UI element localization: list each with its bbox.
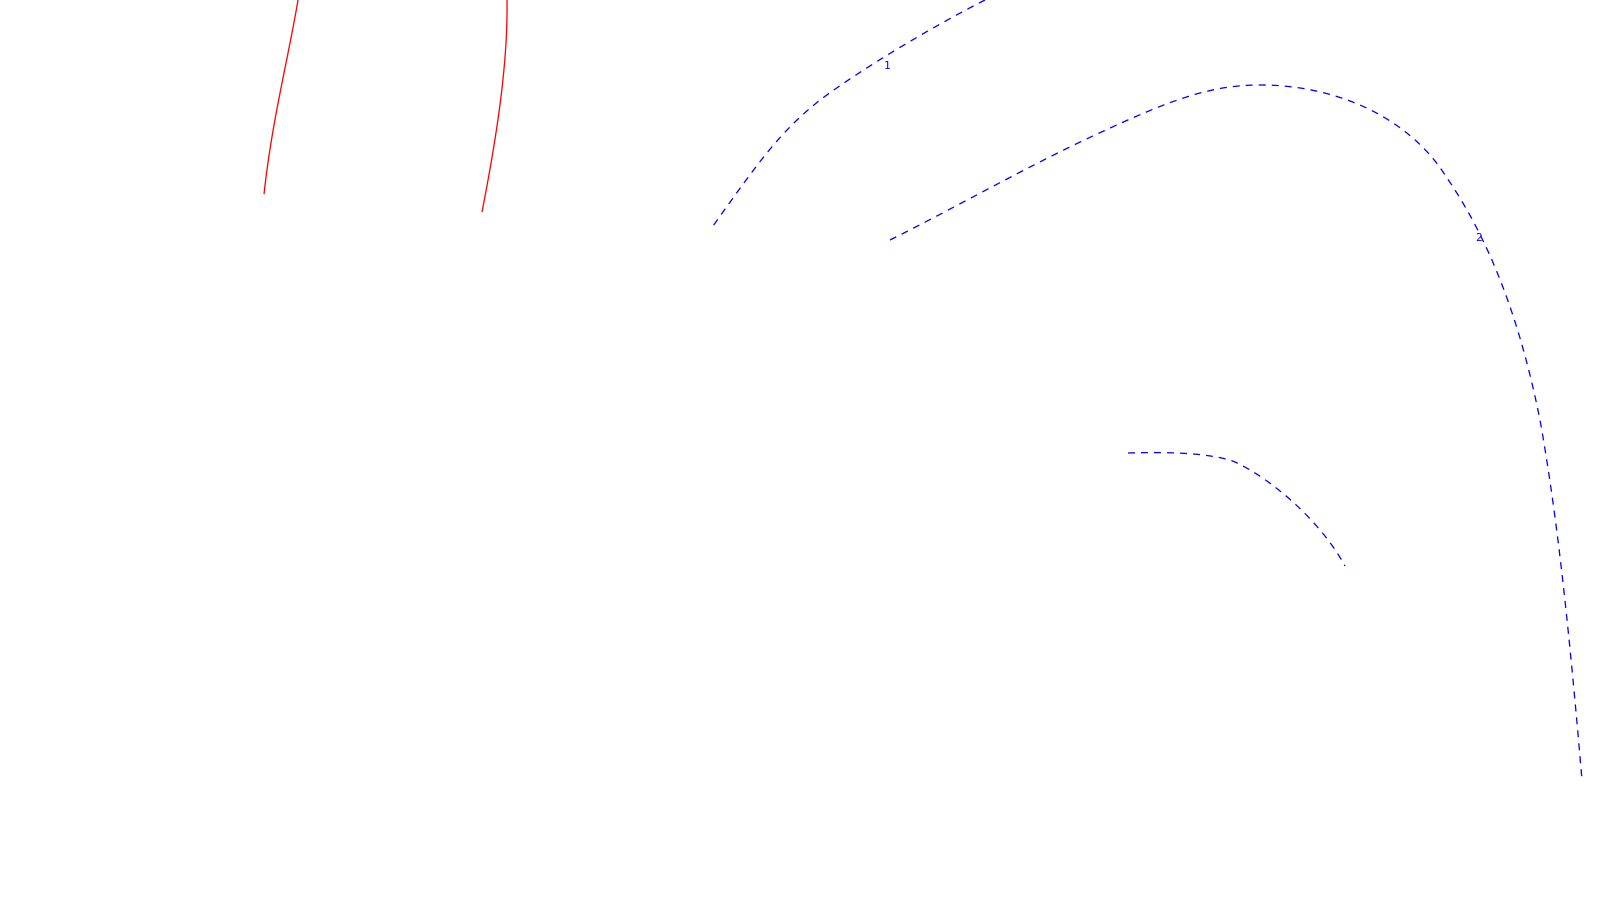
contour-label-2: 2 [1476, 231, 1483, 244]
red-solid-curve-left [263, 0, 299, 195]
blue-dashed-curve-inner [1127, 451, 1346, 567]
blue-dashed-curve-1 [712, 0, 986, 227]
contour-label-1: 1 [884, 59, 891, 72]
blue-dashed-curve-2 [889, 84, 1583, 781]
red-solid-curve-right [481, 0, 508, 213]
